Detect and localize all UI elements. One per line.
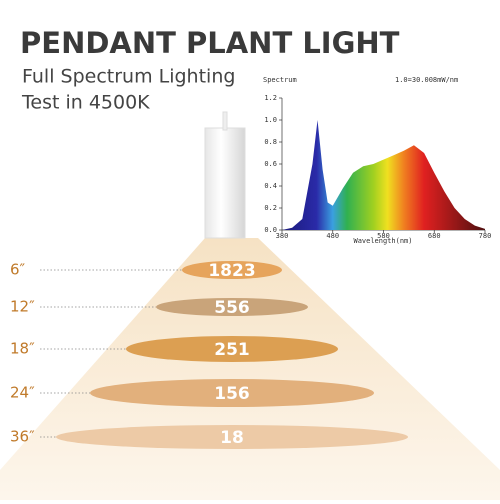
lamp <box>204 127 246 239</box>
light-ring <box>90 379 374 407</box>
y-tick-label: 0.6 <box>264 160 277 168</box>
spectrum-area <box>282 120 485 230</box>
y-tick-label: 1.2 <box>264 94 277 102</box>
spectrum-chart: Spectrum 1.0=30.008mW/nm Wavelength(nm) … <box>263 76 491 245</box>
light-ring <box>126 336 338 362</box>
light-ring <box>56 425 408 449</box>
ppfd-value: 156 <box>214 384 250 404</box>
y-tick-label: 0.2 <box>264 204 277 212</box>
distance-label: 18″ <box>10 340 35 358</box>
distance-label: 12″ <box>10 298 35 316</box>
x-axis-label: Wavelength(nm) <box>353 237 412 245</box>
distance-label: 6″ <box>10 261 26 279</box>
y-tick-label: 0.0 <box>264 226 277 234</box>
subtitle: Full Spectrum Lighting <box>22 66 235 88</box>
levels: 6″ 1823 12″ 556 18″ 251 24″ 156 36″ 18 <box>10 261 408 449</box>
ppfd-value: 1823 <box>208 261 255 281</box>
y-tick-label: 1.0 <box>264 116 277 124</box>
ppfd-value: 18 <box>220 428 244 448</box>
annotation: 1.0=30.008mW/nm <box>395 76 458 84</box>
title: PENDANT PLANT LIGHT <box>20 26 400 60</box>
x-tick-label: 380 <box>276 232 289 240</box>
chart-title: Spectrum <box>263 76 297 84</box>
ppfd-value: 556 <box>214 298 250 318</box>
x-tick-label: 780 <box>479 232 492 240</box>
y-tick-label: 0.4 <box>264 182 277 190</box>
ppfd-value: 251 <box>214 340 250 360</box>
distance-label: 24″ <box>10 384 35 402</box>
subtitle: Test in 4500K <box>21 92 150 114</box>
x-tick-label: 480 <box>326 232 339 240</box>
light-ring <box>156 298 308 316</box>
distance-label: 36″ <box>10 428 35 446</box>
x-tick-label: 580 <box>377 232 390 240</box>
lamp-cord <box>222 111 228 131</box>
y-tick-label: 0.8 <box>264 138 277 146</box>
x-tick-label: 680 <box>428 232 441 240</box>
light-ring <box>182 261 282 279</box>
